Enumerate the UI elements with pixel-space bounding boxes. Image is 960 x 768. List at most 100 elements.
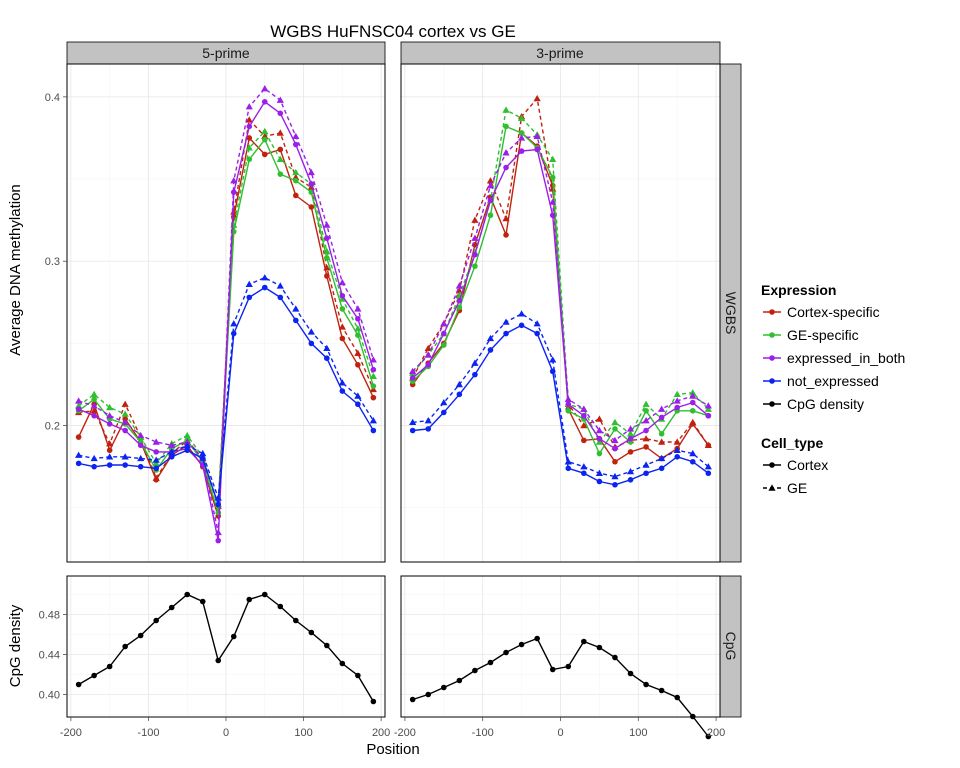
data-point-not-expressed-cortex [643,470,649,477]
data-point-cpg-density-cortex [261,591,268,598]
data-point-expressed-in-both-ge [261,85,269,92]
data-point-not-expressed-ge [595,469,604,476]
legend-key-point-cortex-specific [769,309,775,315]
x-tick-label: 200 [707,727,725,739]
data-point-not-expressed-cortex [612,481,618,488]
data-point-expressed-in-both-cortex [627,435,634,442]
data-point-expressed-in-both-ge [276,96,284,103]
legend-key-point-expressed-in-both [769,355,775,361]
data-point-cpg-density-cortex [91,672,97,679]
data-point-expressed-in-both-ge [689,392,697,399]
data-point-cpg-density-cortex [549,666,556,673]
data-point-expressed-in-both-cortex [106,421,113,427]
data-point-not-expressed-ge [642,461,650,468]
data-point-cortex-specific-ge [261,132,269,140]
data-point-expressed-in-both-cortex [705,412,712,419]
data-point-not-expressed-ge [704,463,712,470]
data-point-cortex-specific-ge [338,323,346,330]
data-point-not-expressed-cortex [261,284,268,291]
data-point-not-expressed-cortex [409,427,416,434]
data-point-ge-specific-cortex [643,407,649,414]
data-point-ge-specific-ge [152,459,160,467]
data-point-not-expressed-ge [369,417,377,424]
data-point-not-expressed-cortex [503,330,509,337]
data-point-not-expressed-ge [121,453,129,460]
data-point-not-expressed-cortex [581,470,587,477]
data-point-expressed-in-both-ge [673,397,681,404]
data-point-ge-specific-ge [323,247,331,255]
data-point-not-expressed-cortex [518,322,525,329]
data-point-cpg-density-cortex [581,638,587,645]
data-point-cpg-density-cortex [230,633,237,640]
data-point-expressed-in-both-ge [168,441,176,449]
data-point-expressed-in-both-cortex [122,427,128,434]
data-point-ge-specific-ge [595,438,604,445]
data-point-ge-specific-cortex [324,255,330,261]
data-point-expressed-in-both-cortex [370,366,377,373]
data-point-not-expressed-cortex [293,317,299,324]
data-point-cortex-specific-cortex [106,447,113,454]
data-point-cpg-density-cortex [137,632,144,639]
data-point-expressed-in-both-cortex [565,401,572,408]
data-point-expressed-in-both-ge [292,132,300,140]
data-point-ge-specific-ge [626,430,635,437]
data-point-cortex-specific-ge [245,116,253,123]
panel-wgbs-5-prime [66,63,386,563]
data-point-expressed-in-both-cortex [503,164,509,171]
legend-label-expressed-in-both: expressed_in_both [787,350,905,366]
data-point-not-expressed-cortex [534,330,540,337]
data-point-cortex-specific-ge [549,185,557,192]
data-point-cpg-density-cortex [456,677,463,684]
data-point-expressed-in-both-cortex [581,412,587,419]
data-point-ge-specific-ge [369,372,377,379]
data-point-not-expressed-ge [658,454,666,462]
data-point-not-expressed-ge [106,453,114,460]
data-point-expressed-in-both-ge [214,528,222,536]
legend-label-cpg-density: CpG density [787,396,864,412]
series-line-ge-specific-ge [412,108,709,444]
data-point-ge-specific-ge [292,168,300,176]
legend: Expression Cortex-specific GE-specific exp… [761,282,905,496]
x-tick-label: 200 [372,727,390,739]
data-point-ge-specific-cortex [658,431,665,437]
y-axis-title-cpg: CpG density [7,604,24,687]
panel-cpg-5-prime [66,575,386,718]
data-point-ge-specific-ge [642,400,650,407]
data-point-expressed-in-both-ge [595,426,604,434]
data-point-not-expressed-cortex [487,347,494,353]
data-point-cortex-specific-cortex [339,335,346,342]
data-point-ge-specific-cortex [612,426,618,432]
data-point-expressed-in-both-cortex [355,315,361,322]
data-point-ge-specific-cortex [293,177,299,184]
data-point-not-expressed-cortex [75,460,82,467]
data-point-cpg-density-cortex [658,687,665,694]
data-point-not-expressed-cortex [425,426,432,432]
data-point-cortex-specific-ge [354,349,362,356]
data-point-not-expressed-ge [689,449,697,457]
data-point-expressed-in-both-cortex [137,442,144,449]
data-point-expressed-in-both-cortex [689,399,696,406]
data-point-not-expressed-ge [75,451,83,458]
panel-wgbs-3-prime [400,63,721,563]
strip-cpg-label: CpG [723,632,739,661]
data-point-ge-specific-cortex [355,332,361,338]
data-point-cpg-density-cortex [215,657,222,664]
panel-border [66,63,386,563]
data-point-ge-specific-ge [517,114,526,121]
data-point-ge-specific-cortex [487,212,494,219]
data-point-cortex-specific-cortex [627,449,634,455]
data-point-expressed-in-both-ge [486,182,495,189]
legend-label-not-expressed: not_expressed [787,373,879,389]
data-point-not-expressed-ge [502,318,510,325]
data-point-not-expressed-ge [611,472,619,480]
data-point-ge-specific-ge [338,295,346,302]
data-point-expressed-in-both-cortex [658,414,665,421]
data-point-cpg-density-cortex [518,641,525,648]
data-point-cortex-specific-cortex [308,204,315,210]
data-point-cpg-density-cortex [472,667,478,674]
data-point-expressed-in-both-cortex [409,375,416,381]
data-point-cpg-density-cortex [596,644,603,651]
data-point-cortex-specific-ge [580,421,588,429]
data-point-expressed-in-both-ge [106,412,114,419]
data-point-not-expressed-cortex [168,454,175,460]
